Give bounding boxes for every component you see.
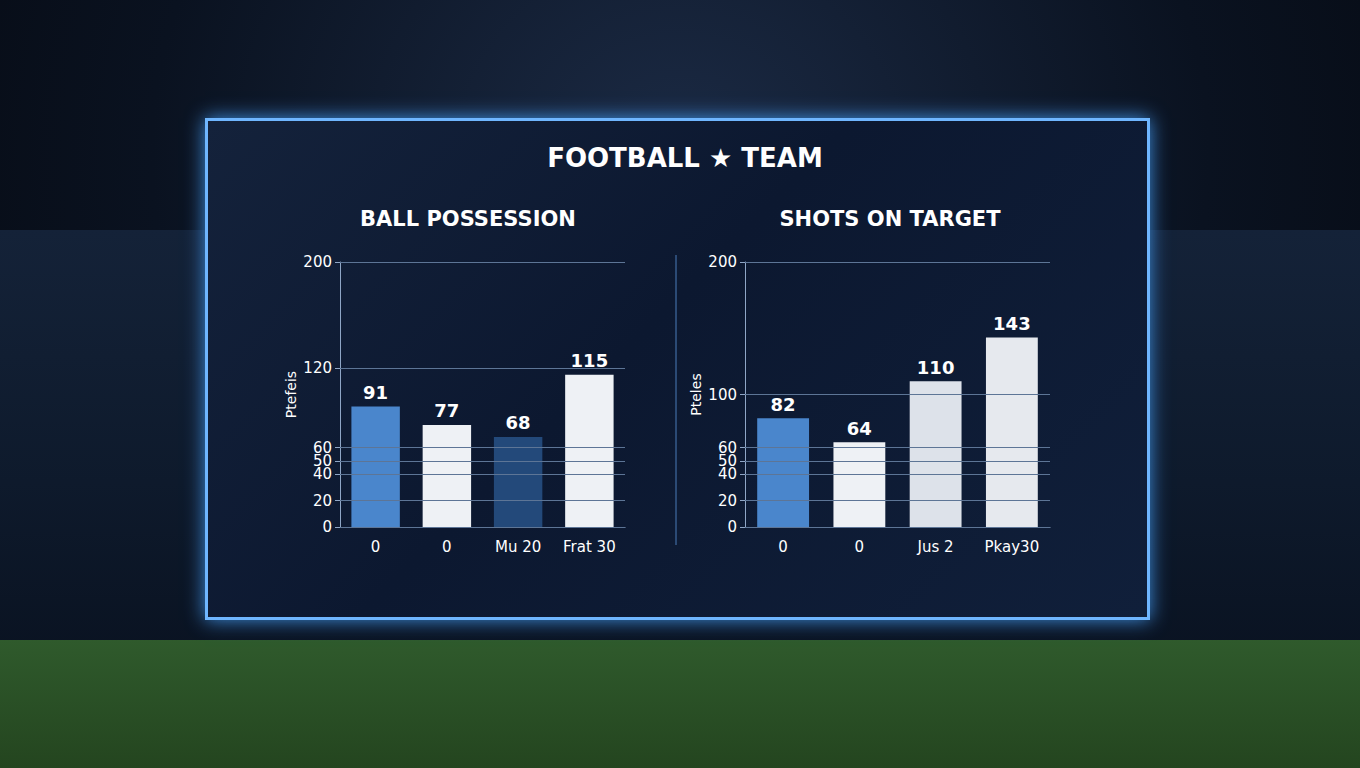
svg-text:20: 20 (313, 492, 332, 510)
svg-text:68: 68 (506, 412, 531, 433)
svg-text:115: 115 (571, 350, 609, 371)
svg-text:110: 110 (917, 357, 955, 378)
svg-text:91: 91 (363, 382, 388, 403)
svg-text:BALL POSSESSION: BALL POSSESSION (360, 207, 576, 231)
svg-text:Pteles: Pteles (688, 373, 704, 415)
svg-text:SHOTS ON TARGET: SHOTS ON TARGET (779, 207, 1001, 231)
svg-text:82: 82 (771, 394, 796, 415)
svg-text:20: 20 (718, 492, 737, 510)
svg-text:60: 60 (718, 439, 737, 457)
svg-text:Jus 2: Jus 2 (917, 538, 954, 556)
svg-text:60: 60 (313, 439, 332, 457)
svg-text:0: 0 (727, 518, 737, 536)
svg-text:FOOTBALL ★ TEAM: FOOTBALL ★ TEAM (547, 143, 823, 173)
svg-text:Mu 20: Mu 20 (495, 538, 541, 556)
svg-text:50: 50 (312, 451, 332, 470)
svg-text:50: 50 (717, 451, 737, 470)
svg-text:Pkay30: Pkay30 (985, 538, 1040, 556)
svg-text:200: 200 (708, 253, 737, 271)
svg-text:0: 0 (371, 538, 381, 556)
svg-text:0: 0 (778, 538, 788, 556)
svg-text:0: 0 (442, 538, 452, 556)
svg-text:100: 100 (708, 386, 737, 404)
svg-text:143: 143 (993, 313, 1031, 334)
svg-text:0: 0 (322, 518, 332, 536)
svg-text:Ptefeis: Ptefeis (283, 371, 299, 418)
svg-text:200: 200 (303, 253, 332, 271)
svg-text:40: 40 (312, 465, 332, 483)
svg-text:40: 40 (717, 465, 737, 483)
svg-text:Frat 30: Frat 30 (563, 538, 616, 556)
svg-text:120: 120 (303, 359, 332, 377)
svg-text:0: 0 (855, 538, 865, 556)
svg-text:64: 64 (847, 418, 872, 439)
svg-text:77: 77 (434, 400, 459, 421)
